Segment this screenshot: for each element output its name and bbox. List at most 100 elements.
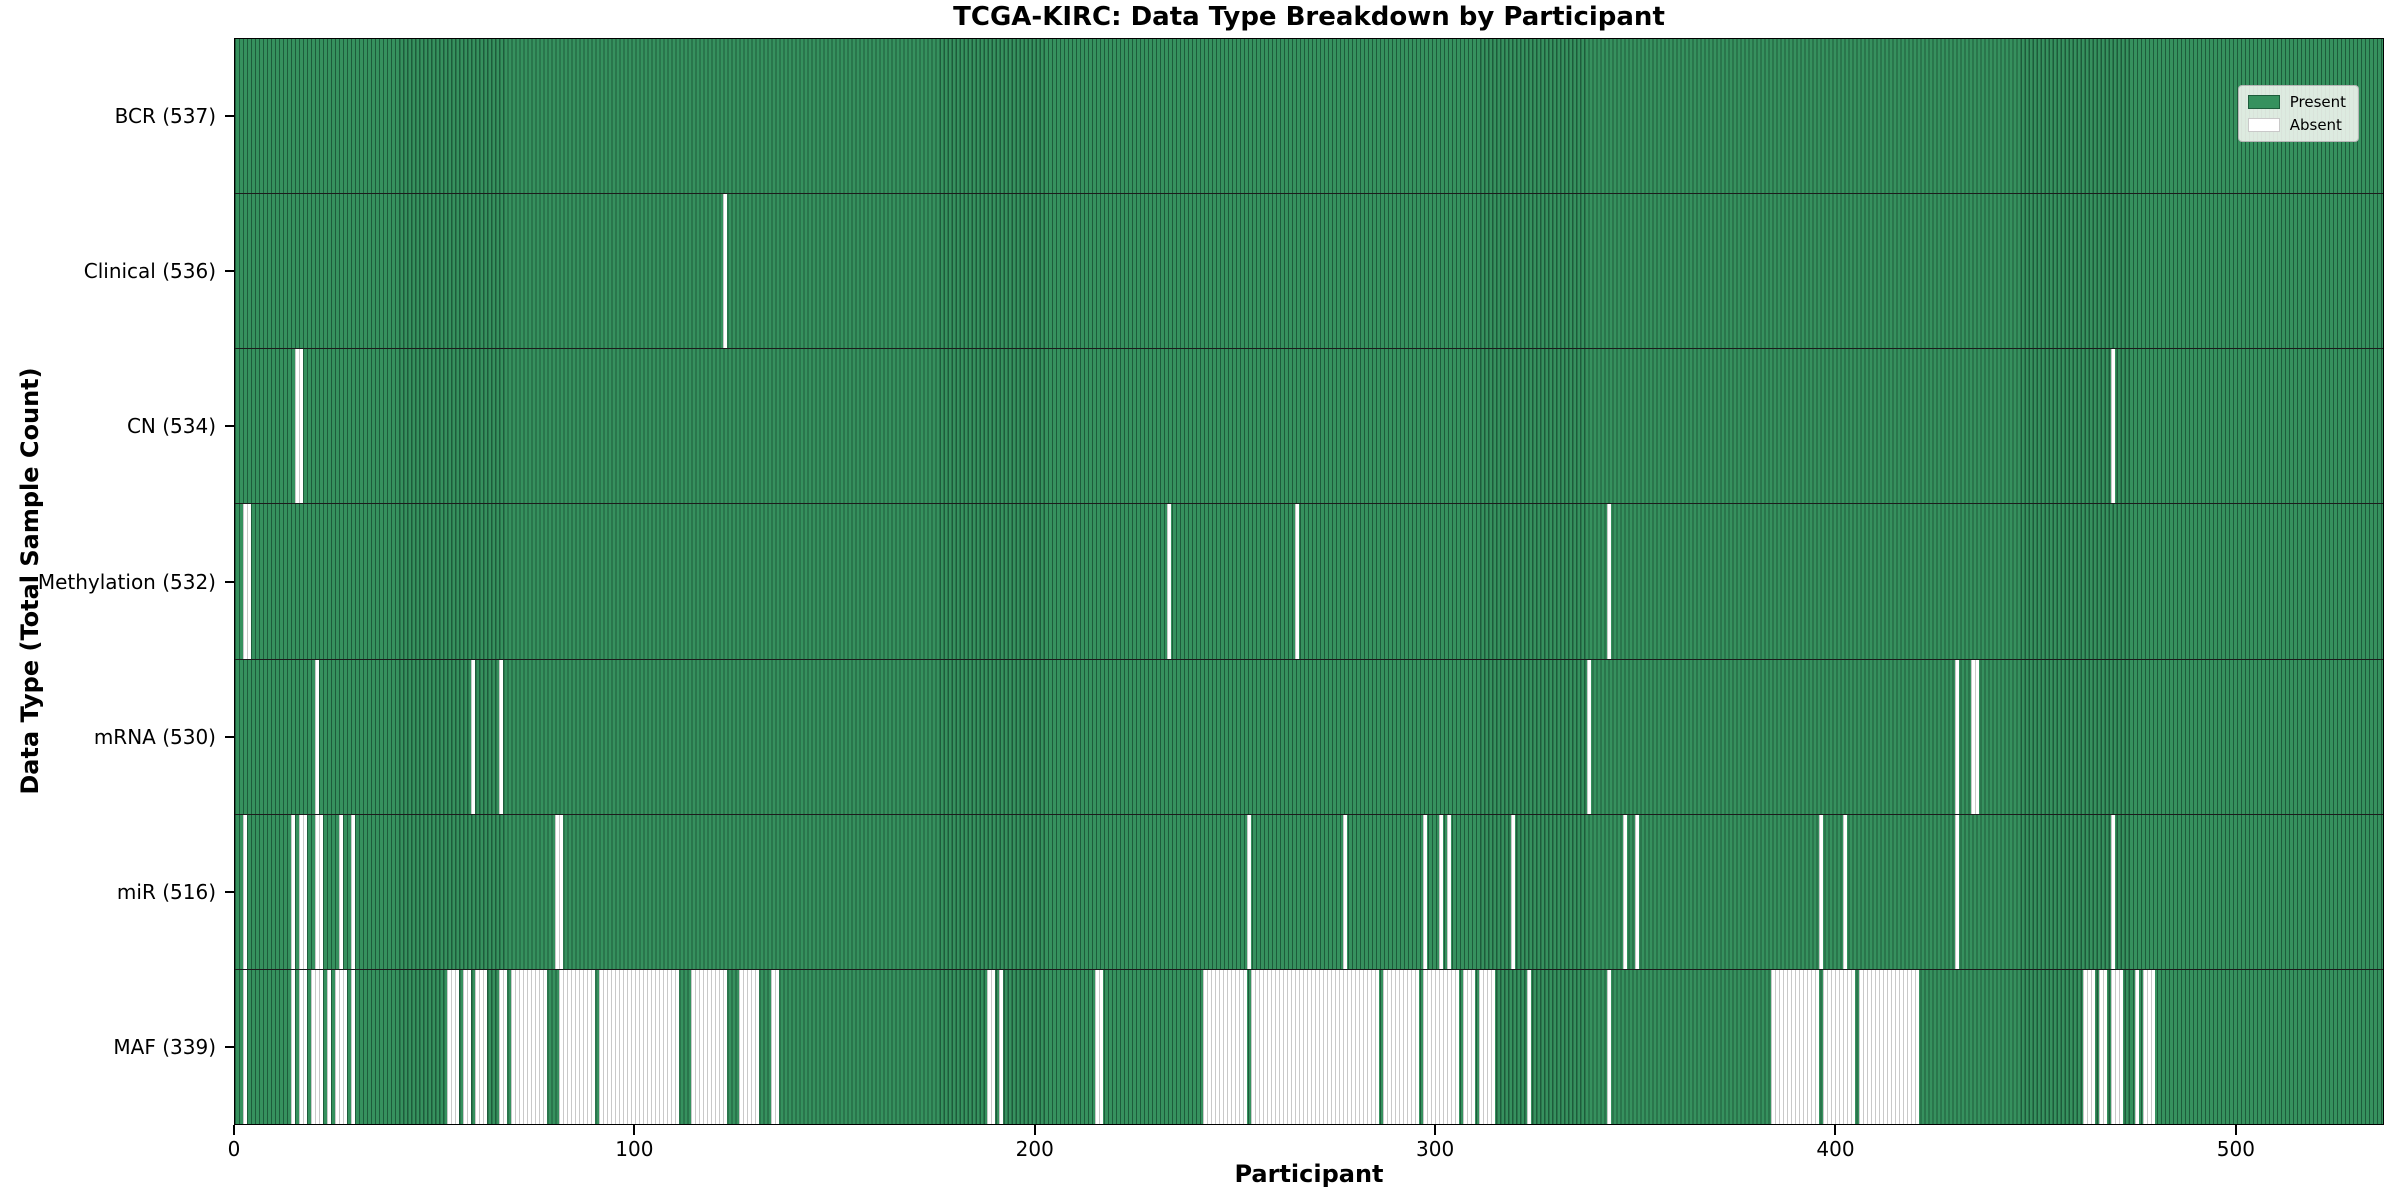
x-tick-label: 300: [1416, 1137, 1455, 1161]
y-tick-mark: [225, 1046, 234, 1049]
absent-segment: [511, 969, 547, 1124]
absent-segment: [315, 659, 319, 814]
absent-segment: [291, 969, 295, 1124]
legend-entry-absent: Absent: [2247, 116, 2346, 134]
y-tick-label: Clinical (536): [83, 258, 216, 283]
absent-segment: [299, 969, 307, 1124]
absent-segment: [691, 969, 727, 1124]
legend-label-present: Present: [2289, 93, 2346, 111]
matrix-row-mir: [235, 814, 2383, 970]
x-tick-label: 100: [615, 1137, 654, 1161]
legend-entry-present: Present: [2247, 93, 2346, 111]
y-tick-label: MAF (339): [113, 1035, 216, 1060]
absent-segment: [1251, 969, 1379, 1124]
absent-swatch-icon: [2247, 118, 2280, 132]
present-swatch-icon: [2247, 95, 2280, 109]
x-tick-mark: [1834, 1125, 1837, 1135]
x-tick-label: 400: [1816, 1137, 1855, 1161]
absent-segment: [2111, 969, 2123, 1124]
absent-segment: [1955, 659, 1959, 814]
absent-segment: [1971, 659, 1979, 814]
matrix-row-maf: [235, 969, 2383, 1124]
absent-segment: [471, 659, 475, 814]
absent-segment: [2111, 349, 2115, 504]
absent-segment: [1095, 969, 1103, 1124]
x-axis-tick-area: 0 100 200 300 400 500: [228, 1125, 2384, 1175]
absent-segment: [1623, 814, 1627, 969]
legend: Present Absent: [2237, 85, 2359, 142]
y-tick-label: mRNA (530): [93, 724, 216, 749]
absent-segment: [1479, 969, 1495, 1124]
absent-segment: [1587, 659, 1591, 814]
absent-segment: [315, 814, 323, 969]
absent-segment: [1423, 814, 1427, 969]
absent-segment: [1511, 814, 1515, 969]
absent-segment: [295, 349, 303, 504]
y-tick-mark: [225, 891, 234, 894]
absent-segment: [1859, 969, 1919, 1124]
absent-segment: [1167, 504, 1171, 659]
absent-segment: [2099, 969, 2107, 1124]
absent-segment: [1383, 969, 1419, 1124]
absent-segment: [351, 814, 355, 969]
absent-segment: [987, 969, 995, 1124]
absent-segment: [598, 969, 679, 1124]
y-tick-label: CN (534): [126, 414, 216, 439]
absent-segment: [1203, 969, 1247, 1124]
chart-title: TCGA-KIRC: Data Type Breakdown by Partic…: [953, 2, 1665, 32]
absent-segment: [1955, 814, 1959, 969]
x-axis-title: Participant: [1234, 1160, 1384, 1188]
absent-segment: [2083, 969, 2095, 1124]
absent-segment: [1439, 814, 1443, 969]
absent-segment: [463, 969, 471, 1124]
absent-segment: [327, 969, 331, 1124]
absent-segment: [1527, 969, 1531, 1124]
y-tick-mark: [225, 114, 234, 117]
matrix-row-mrna: [235, 659, 2383, 815]
absent-segment: [1423, 969, 1459, 1124]
y-tick-mark: [225, 425, 234, 428]
x-tick-mark: [2234, 1125, 2237, 1135]
absent-segment: [1823, 969, 1855, 1124]
x-tick-mark: [1033, 1125, 1036, 1135]
absent-segment: [447, 969, 459, 1124]
absent-segment: [555, 814, 563, 969]
x-tick-mark: [633, 1125, 636, 1135]
x-tick-mark: [233, 1125, 235, 1135]
matrix-row-cn: [235, 349, 2383, 505]
absent-segment: [311, 969, 323, 1124]
absent-segment: [1771, 969, 1819, 1124]
absent-segment: [1607, 969, 1611, 1124]
absent-segment: [291, 814, 295, 969]
x-tick-mark: [1434, 1125, 1437, 1135]
absent-segment: [999, 969, 1003, 1124]
absent-segment: [1295, 504, 1299, 659]
legend-label-absent: Absent: [2289, 116, 2342, 134]
absent-segment: [242, 814, 247, 969]
absent-segment: [242, 504, 251, 659]
y-tick-label: Methylation (532): [37, 569, 216, 594]
y-tick-mark: [225, 735, 234, 738]
matrix-rows-container: [235, 39, 2383, 1124]
absent-segment: [722, 194, 727, 349]
plot-area: Present Absent: [234, 38, 2384, 1125]
x-tick-label: 0: [227, 1137, 241, 1161]
absent-segment: [2143, 969, 2155, 1124]
y-tick-mark: [225, 269, 234, 272]
absent-segment: [1463, 969, 1475, 1124]
absent-segment: [1607, 504, 1611, 659]
absent-segment: [351, 969, 355, 1124]
absent-segment: [771, 969, 779, 1124]
absent-segment: [2135, 969, 2139, 1124]
absent-segment: [1447, 814, 1451, 969]
absent-segment: [2111, 814, 2115, 969]
absent-segment: [335, 969, 347, 1124]
absent-segment: [1343, 814, 1347, 969]
matrix-row-methylation: [235, 504, 2383, 660]
absent-segment: [1819, 814, 1823, 969]
matrix-row-clinical: [235, 194, 2383, 350]
absent-segment: [499, 659, 503, 814]
absent-segment: [739, 969, 759, 1124]
y-tick-mark: [225, 580, 234, 583]
y-tick-label: miR (516): [116, 880, 216, 905]
